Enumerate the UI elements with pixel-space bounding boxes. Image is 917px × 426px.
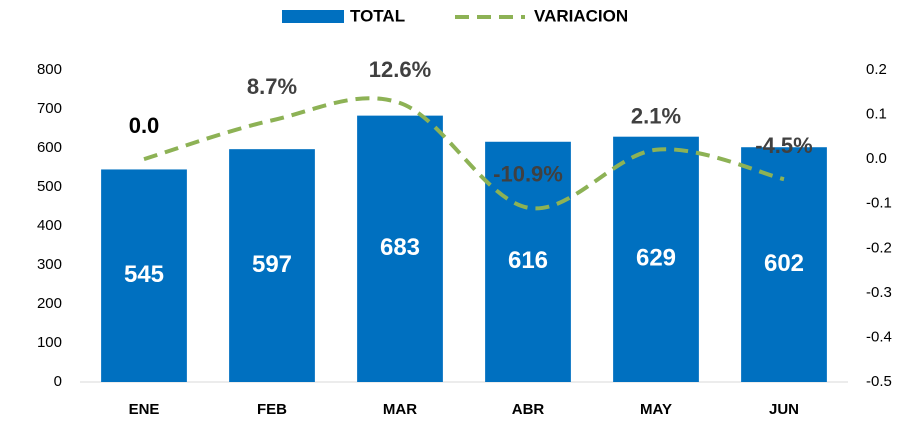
line-label: 0.0 — [129, 113, 160, 138]
x-tick-label: JUN — [769, 401, 799, 418]
x-tick-label: MAR — [383, 401, 417, 418]
x-tick-label: MAY — [640, 401, 672, 418]
legend-swatch — [282, 10, 344, 23]
bar — [741, 147, 827, 382]
y-tick-label: 100 — [37, 334, 62, 351]
y-tick-label: 300 — [37, 256, 62, 273]
y2-tick-label: -0.3 — [866, 284, 892, 301]
bar — [229, 149, 315, 382]
y2-tick-label: 0.0 — [866, 150, 887, 167]
y-tick-label: 400 — [37, 217, 62, 234]
bar — [357, 115, 443, 382]
bar — [101, 169, 187, 382]
bar-label: 597 — [252, 251, 292, 278]
bar-label: 545 — [124, 261, 164, 288]
y2-tick-label: 0.2 — [866, 61, 887, 78]
y-tick-label: 500 — [37, 178, 62, 195]
line-label: -10.9% — [493, 162, 563, 187]
y-tick-label: 600 — [37, 139, 62, 156]
legend-label: VARIACION — [534, 6, 628, 25]
bar-label: 683 — [380, 234, 420, 261]
y2-tick-label: -0.1 — [866, 195, 892, 212]
line-label: -4.5% — [755, 133, 812, 158]
line-label: 8.7% — [247, 74, 297, 99]
line — [143, 96, 785, 211]
bar — [613, 136, 699, 382]
y-tick-label: 200 — [37, 295, 62, 312]
x-tick-label: FEB — [257, 401, 287, 418]
bar-label: 629 — [636, 245, 676, 272]
bar-label: 602 — [764, 250, 804, 277]
y-tick-label: 0 — [54, 373, 62, 390]
line-label: 2.1% — [631, 104, 681, 129]
y2-tick-label: 0.1 — [866, 106, 887, 123]
legend-label: TOTAL — [350, 6, 405, 25]
y2-tick-label: -0.2 — [866, 239, 892, 256]
x-tick-label: ENE — [129, 401, 160, 418]
bar — [485, 141, 571, 382]
line-label: 12.6% — [369, 57, 431, 82]
x-tick-label: ABR — [512, 401, 545, 418]
y-tick-label: 700 — [37, 100, 62, 117]
y2-tick-label: -0.5 — [866, 373, 892, 390]
y2-tick-label: -0.4 — [866, 328, 892, 345]
y-tick-label: 800 — [37, 61, 62, 78]
bar-label: 616 — [508, 247, 548, 274]
